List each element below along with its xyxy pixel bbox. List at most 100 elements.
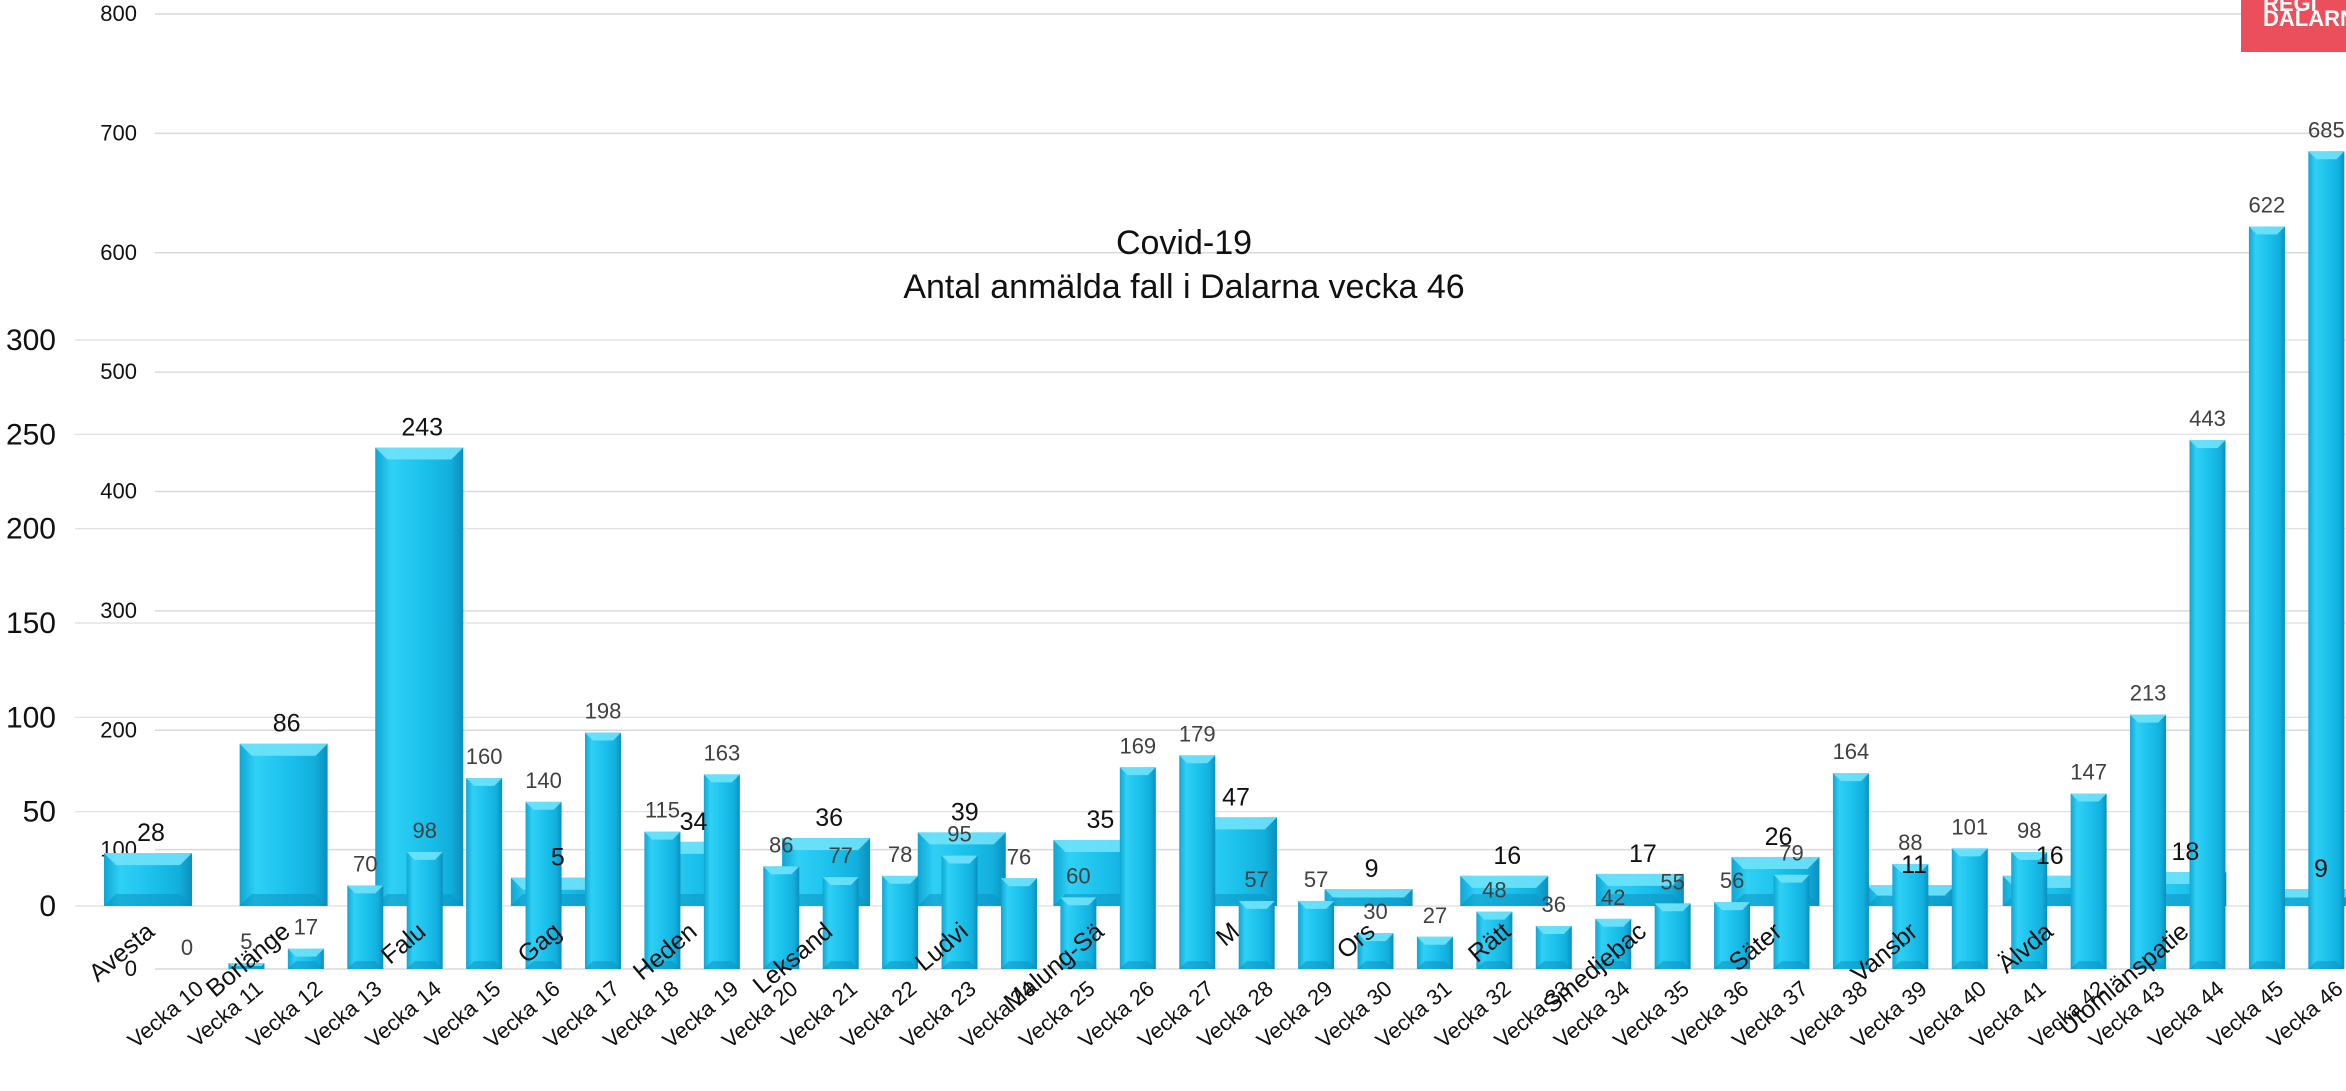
municipality-y-tick-label: 300: [6, 324, 56, 357]
weekly-bar: [703, 774, 740, 969]
weekly-bar-bevel-top: [1179, 755, 1216, 764]
weekly-data-label: 57: [1244, 867, 1268, 892]
weekly-bar-bevel-bottom: [287, 961, 324, 969]
municipality-data-label: 28: [137, 819, 165, 847]
weekly-bar-bevel-top: [1119, 767, 1156, 776]
weekly-data-label: 98: [2017, 818, 2041, 843]
weekly-data-label: 56: [1720, 868, 1744, 893]
weekly-bar-body: [2011, 852, 2048, 969]
weekly-bar-body: [2189, 440, 2226, 969]
municipality-y-tick-label: 50: [23, 796, 56, 829]
weekly-bar-bevel-top: [822, 877, 859, 886]
weekly-bar-body: [1000, 878, 1037, 969]
weekly-bar-body: [2070, 793, 2107, 969]
weekly-bar-body: [703, 774, 740, 969]
weekly-bar: [525, 801, 562, 969]
municipality-data-label: 26: [1765, 823, 1793, 851]
weekly-data-label: 169: [1119, 733, 1156, 758]
weekly-bar: [1416, 936, 1453, 969]
municipality-bar-bevel-top: [1460, 875, 1549, 888]
weekly-bar-bevel-top: [525, 801, 562, 810]
weekly-bar-bevel-bottom: [822, 961, 859, 969]
municipality-bar: [375, 447, 464, 906]
weekly-data-label: 5: [240, 929, 252, 954]
weekly-bar-body: [1595, 918, 1632, 969]
municipality-bar-bevel-top: [1053, 839, 1142, 852]
weekly-bar-bevel-bottom: [1832, 961, 1869, 969]
weekly-bar-bevel-top: [287, 948, 324, 957]
municipality-y-tick-label: 100: [6, 701, 56, 734]
weekly-bar: [2189, 440, 2226, 969]
municipality-y-tick-label: 150: [6, 607, 56, 640]
weekly-bar-body: [1832, 773, 1869, 969]
weekly-bar-bevel-bottom: [1535, 961, 1572, 969]
weekly-bar: [1357, 933, 1394, 969]
municipality-data-label: 9: [2314, 855, 2328, 883]
municipality-bar: [1460, 875, 1549, 906]
weekly-bar-bevel-bottom: [1179, 961, 1216, 969]
weekly-bar-bevel-top: [1357, 933, 1394, 942]
weekly-data-label: 27: [1423, 903, 1447, 928]
weekly-bar-bevel-top: [1060, 897, 1097, 906]
weekly-bar-bevel-bottom: [703, 961, 740, 969]
weekly-data-label: 17: [294, 915, 318, 940]
weekly-bar-bevel-bottom: [1476, 961, 1513, 969]
weekly-bar-bevel-bottom: [2130, 961, 2167, 969]
weekly-bar-bevel-top: [1714, 902, 1751, 911]
municipality-data-label: 17: [1629, 840, 1657, 868]
weekly-bar: [763, 866, 800, 969]
weekly-bar-bevel-bottom: [2308, 961, 2345, 969]
municipality-data-label: 36: [815, 804, 843, 832]
weekly-bar: [1951, 848, 1988, 969]
municipality-data-label: 86: [273, 710, 301, 738]
logo-line-1: REGI: [2263, 0, 2317, 16]
weekly-bar-bevel-top: [1951, 848, 1988, 857]
weekly-bar-body: [466, 778, 503, 969]
weekly-y-tick-label: 600: [100, 240, 137, 265]
municipality-bar-bevel-top: [1595, 873, 1684, 886]
weekly-bar-body: [1298, 900, 1335, 969]
weekly-bar: [1773, 874, 1810, 969]
municipality-bar: [239, 743, 328, 906]
weekly-bar-bevel-bottom: [1595, 961, 1632, 969]
weekly-bar-body: [1714, 902, 1751, 969]
municipality-bar-bevel-bottom: [1460, 894, 1549, 906]
weekly-bar: [1476, 911, 1513, 969]
weekly-bar-body: [525, 801, 562, 969]
weekly-bar: [228, 963, 265, 969]
municipality-bar-bevel-bottom: [1324, 897, 1413, 906]
weekly-bar-bevel-top: [882, 875, 919, 884]
weekly-bar-bevel-top: [1892, 863, 1929, 872]
weekly-data-label: 86: [769, 832, 793, 857]
chart-title: Covid-19: [1116, 224, 1252, 262]
weekly-bar-bevel-bottom: [763, 961, 800, 969]
weekly-y-tick-label: 400: [100, 479, 137, 504]
municipality-bar-bevel-bottom: [1595, 894, 1684, 906]
weekly-bar-body: [941, 855, 978, 969]
weekly-bar: [1000, 878, 1037, 969]
municipality-category-label: Avesta: [84, 917, 160, 987]
weekly-data-label: 443: [2189, 406, 2226, 431]
municipality-bar: [104, 853, 192, 906]
weekly-data-label: 163: [703, 740, 740, 765]
municipality-bar: [1595, 873, 1684, 906]
weekly-y-tick-label: 300: [100, 598, 137, 623]
weekly-bar-bevel-bottom: [466, 961, 503, 969]
municipality-bar-bevel-bottom: [239, 894, 328, 906]
weekly-bar-bevel-bottom: [1714, 961, 1751, 969]
weekly-data-label: 213: [2130, 681, 2167, 706]
weekly-bar: [822, 877, 859, 969]
weekly-data-label: 30: [1363, 899, 1387, 924]
weekly-bar-bevel-bottom: [882, 961, 919, 969]
weekly-bar: [2130, 714, 2167, 969]
municipality-data-label: 16: [2036, 842, 2064, 870]
weekly-bar-bevel-bottom: [2248, 961, 2285, 969]
municipality-bar: [1324, 889, 1413, 906]
weekly-bar-body: [763, 866, 800, 969]
weekly-data-label: 101: [1951, 814, 1988, 839]
weekly-bar-body: [822, 877, 859, 969]
weekly-bar-bevel-top: [644, 831, 681, 840]
weekly-data-label: 685: [2308, 117, 2345, 142]
weekly-data-label: 36: [1542, 892, 1566, 917]
